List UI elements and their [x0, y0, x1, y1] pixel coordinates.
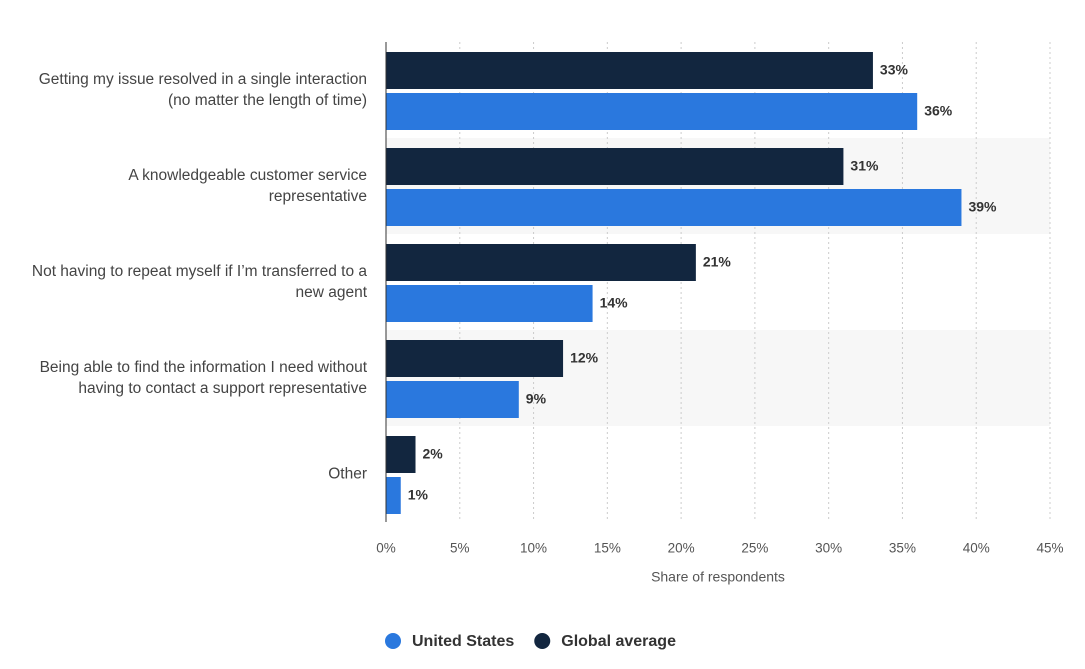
bars: [386, 52, 962, 514]
bar: [386, 436, 416, 473]
value-label: 33%: [880, 62, 909, 78]
legend-label: Global average: [561, 633, 676, 650]
bar: [386, 285, 593, 322]
x-tick-label: 25%: [741, 541, 768, 556]
y-tick-label: Getting my issue resolved in a single in…: [38, 71, 367, 109]
x-tick-label: 10%: [520, 541, 547, 556]
x-tick-label: 20%: [668, 541, 695, 556]
value-label: 36%: [924, 103, 953, 119]
value-label: 2%: [423, 446, 444, 462]
value-label: 39%: [968, 199, 997, 215]
legend-marker: [385, 633, 401, 649]
value-label: 21%: [703, 254, 732, 270]
x-tick-label: 45%: [1036, 541, 1063, 556]
x-tick-label: 30%: [815, 541, 842, 556]
x-tick-label: 0%: [376, 541, 396, 556]
value-label: 12%: [570, 350, 599, 366]
y-tick-label: Not having to repeat myself if I’m trans…: [31, 263, 367, 301]
bar: [386, 148, 844, 185]
value-label: 1%: [408, 487, 429, 503]
x-tick-label: 15%: [594, 541, 621, 556]
x-tick-label: 5%: [450, 541, 470, 556]
y-tick-label: Other: [328, 465, 367, 483]
bar: [386, 381, 519, 418]
y-tick-label: Being able to find the information I nee…: [39, 359, 367, 397]
x-tick-label: 40%: [963, 541, 990, 556]
value-label: 31%: [850, 158, 879, 174]
y-tick-label: A knowledgeable customer service represe…: [128, 167, 367, 205]
x-tick-label: 35%: [889, 541, 916, 556]
bar: [386, 93, 918, 130]
legend-marker: [534, 633, 551, 649]
bar: [386, 244, 696, 281]
x-axis-title: Share of respondents: [651, 569, 785, 585]
bar: [386, 52, 873, 89]
legend-label: United States: [412, 633, 514, 650]
bar: [386, 477, 401, 514]
value-label: 14%: [600, 295, 629, 311]
bar: [386, 340, 564, 377]
value-label: 9%: [526, 391, 547, 407]
bar: [386, 189, 962, 226]
